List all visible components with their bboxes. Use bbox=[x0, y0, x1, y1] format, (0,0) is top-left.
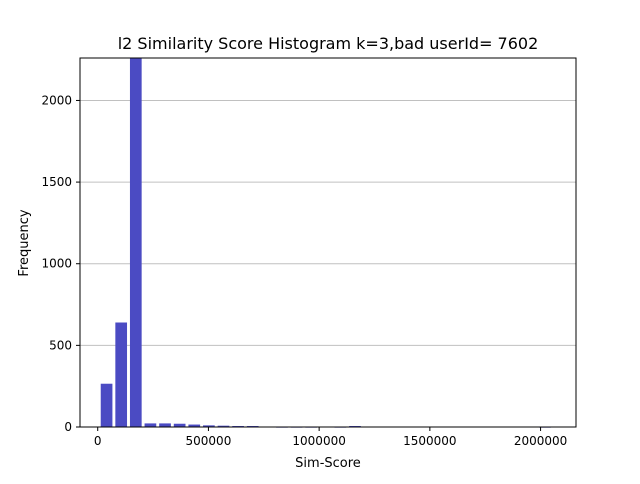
histogram-bar bbox=[144, 423, 157, 427]
histogram-bar bbox=[115, 322, 128, 427]
y-tick-label: 0 bbox=[64, 420, 72, 434]
y-tick-label: 1500 bbox=[41, 175, 72, 189]
grid-lines bbox=[80, 99, 576, 346]
histogram-bar bbox=[203, 425, 215, 427]
chart-title: l2 Similarity Score Histogram k=3,bad us… bbox=[118, 34, 539, 53]
x-tick-label: 500000 bbox=[186, 434, 232, 448]
axes-frame bbox=[79, 57, 577, 428]
x-tick-label: 1500000 bbox=[403, 434, 456, 448]
plot-frame bbox=[79, 57, 577, 428]
histogram-bar bbox=[188, 424, 201, 427]
y-axis-label: Frequency bbox=[17, 209, 32, 276]
histogram-bar bbox=[159, 423, 171, 427]
histogram-bar bbox=[217, 425, 230, 427]
histogram-bar bbox=[129, 58, 142, 427]
x-tick-label: 0 bbox=[94, 434, 102, 448]
y-tick-label: 1000 bbox=[41, 257, 72, 271]
y-tick-label: 500 bbox=[49, 338, 72, 352]
y-axis-ticks: 0 500 1000 1500 2000 bbox=[41, 93, 80, 434]
x-axis-label: Sim-Score bbox=[295, 456, 361, 471]
histogram-bar bbox=[173, 423, 186, 427]
y-tick-label: 2000 bbox=[41, 93, 72, 107]
x-axis-ticks: 0 500000 1000000 1500000 2000000 bbox=[94, 427, 567, 448]
x-tick-label: 1000000 bbox=[292, 434, 345, 448]
histogram-bar bbox=[100, 383, 113, 427]
x-tick-label: 2000000 bbox=[514, 434, 567, 448]
